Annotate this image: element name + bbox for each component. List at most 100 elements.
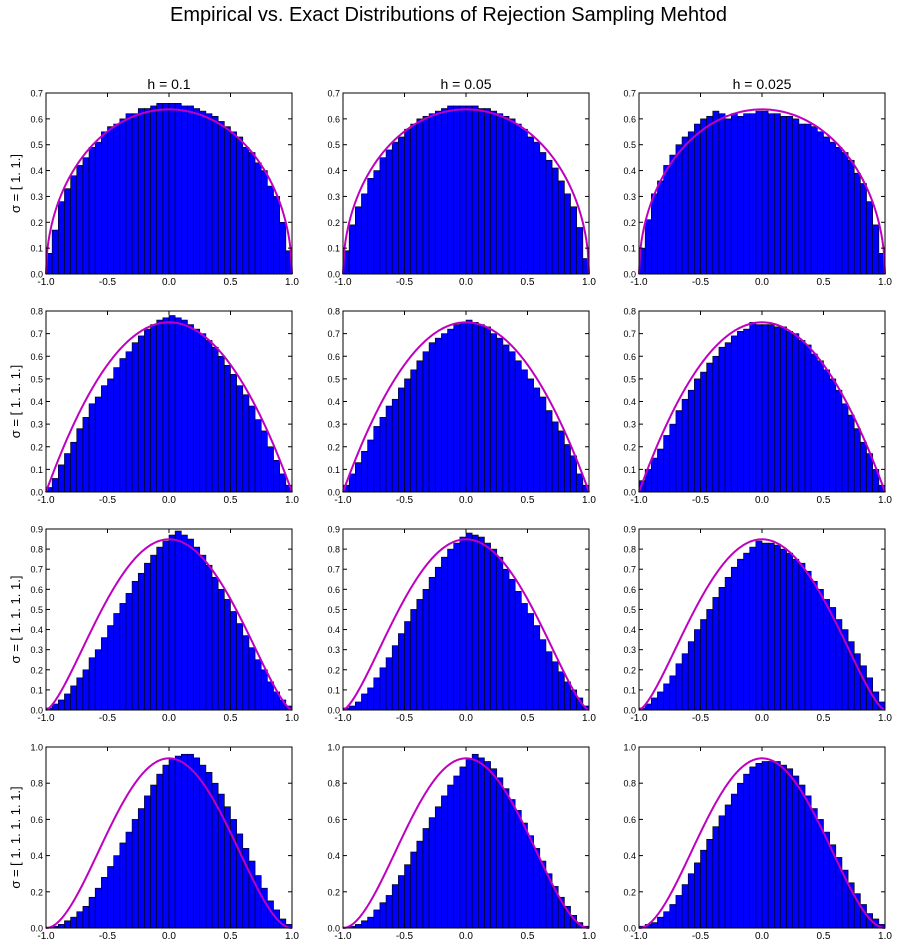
- histogram-bar: [694, 862, 701, 929]
- histogram-bar: [508, 799, 516, 929]
- y-tick-label: 0.6: [623, 585, 636, 595]
- y-tick-label: 0.2: [30, 665, 43, 675]
- histogram-bar: [533, 141, 541, 275]
- histogram-bar: [490, 110, 498, 275]
- histogram-bar: [254, 162, 262, 275]
- histogram-bar: [471, 753, 479, 929]
- histogram-bar: [82, 417, 90, 493]
- histogram-bar: [687, 641, 695, 711]
- y-tick-label: 0.1: [623, 465, 636, 475]
- y-tick-label: 0.0: [623, 270, 636, 280]
- histogram-bar: [484, 326, 491, 493]
- histogram-bar: [798, 562, 806, 711]
- histogram-bar: [181, 105, 188, 275]
- y-tick-label: 0.5: [30, 140, 43, 150]
- histogram-bar: [700, 849, 707, 929]
- histogram-bar: [743, 113, 750, 275]
- histogram-bar: [657, 691, 664, 711]
- histogram-bar: [150, 554, 158, 711]
- histogram-bar: [254, 659, 262, 711]
- histogram-bar: [125, 831, 133, 929]
- histogram-bar: [354, 206, 362, 275]
- y-tick-label: 0.1: [623, 244, 636, 254]
- y-tick-label: 0.4: [30, 397, 43, 407]
- column-title: h = 0.025: [733, 76, 792, 92]
- x-tick-label: 0.0: [162, 495, 176, 506]
- histogram-bar: [835, 389, 843, 493]
- y-tick-label: 0.0: [327, 270, 340, 280]
- exact-density-curve: [342, 108, 590, 275]
- histogram-bar: [453, 324, 461, 493]
- histogram-bar: [434, 337, 442, 493]
- histogram-bar: [162, 540, 170, 711]
- histogram-bar: [447, 784, 454, 929]
- histogram-bar: [119, 358, 127, 493]
- histogram-bar: [730, 793, 738, 929]
- y-tick-label: 0.8: [30, 779, 43, 789]
- histogram-bar: [441, 795, 448, 929]
- histogram-bar: [193, 757, 201, 929]
- histogram-bar: [644, 219, 652, 275]
- histogram-bar: [404, 621, 411, 711]
- y-tick-label: 0.7: [623, 89, 636, 99]
- histogram-bar: [367, 916, 375, 929]
- histogram-bar: [792, 558, 800, 711]
- y-tick-label: 0.7: [30, 89, 43, 99]
- x-tick-label: -1.0: [630, 495, 648, 506]
- histogram-bar: [724, 118, 732, 275]
- histogram-bar: [761, 761, 769, 929]
- histogram-bar: [434, 806, 442, 929]
- histogram-bar: [453, 542, 461, 711]
- y-tick-label: 0.2: [623, 887, 636, 897]
- histogram-bar: [527, 378, 534, 493]
- histogram-bar: [137, 572, 145, 711]
- histogram-bar: [150, 784, 158, 929]
- x-tick-label: 0.0: [755, 931, 769, 942]
- histogram-bar: [798, 784, 806, 929]
- histogram-bar: [211, 346, 219, 493]
- histogram-bar: [379, 157, 387, 275]
- histogram-bar: [422, 828, 430, 929]
- histogram-bar: [533, 387, 541, 493]
- histogram-bar: [459, 536, 467, 711]
- y-tick-label: 0.7: [623, 565, 636, 575]
- y-tick-label: 0.3: [327, 420, 340, 430]
- histogram-bar: [113, 855, 121, 929]
- histogram-bar: [539, 639, 547, 711]
- y-tick-label: 0.1: [327, 685, 340, 695]
- histogram-bar: [669, 154, 677, 275]
- histogram-bar: [248, 647, 256, 711]
- exact-density-curve: [342, 321, 590, 493]
- histogram-bar: [373, 909, 381, 929]
- histogram-bar: [471, 105, 479, 275]
- histogram-bar: [755, 540, 763, 711]
- y-tick-label: 0.0: [623, 706, 636, 716]
- histogram-bar: [385, 405, 393, 493]
- histogram-bar: [817, 360, 824, 493]
- x-tick-label: -1.0: [630, 713, 648, 724]
- histogram-bar: [767, 324, 775, 493]
- histogram-bar: [786, 331, 794, 493]
- histogram-bar: [64, 453, 71, 493]
- y-tick-label: 0.0: [327, 706, 340, 716]
- histogram-bar: [465, 105, 473, 275]
- histogram-bar: [391, 884, 399, 929]
- histogram-bar: [804, 570, 812, 711]
- histogram-bar: [557, 180, 565, 275]
- histogram-bar: [853, 428, 861, 493]
- histogram-bar: [199, 764, 207, 929]
- histogram-bar: [131, 342, 139, 493]
- histogram-bar: [453, 775, 461, 929]
- histogram-bar: [187, 538, 194, 711]
- exact-density-curve: [45, 108, 293, 275]
- histogram-bar: [694, 378, 701, 493]
- histogram-bar: [465, 319, 473, 493]
- histogram-bar: [150, 105, 158, 275]
- histogram-bar: [119, 603, 127, 711]
- x-tick-label: 1.0: [285, 277, 299, 288]
- y-tick-label: 0.2: [30, 442, 43, 452]
- histogram-bar: [718, 113, 726, 275]
- histogram-bar: [168, 103, 176, 275]
- histogram-bar: [385, 149, 393, 275]
- histogram-bar: [101, 637, 108, 711]
